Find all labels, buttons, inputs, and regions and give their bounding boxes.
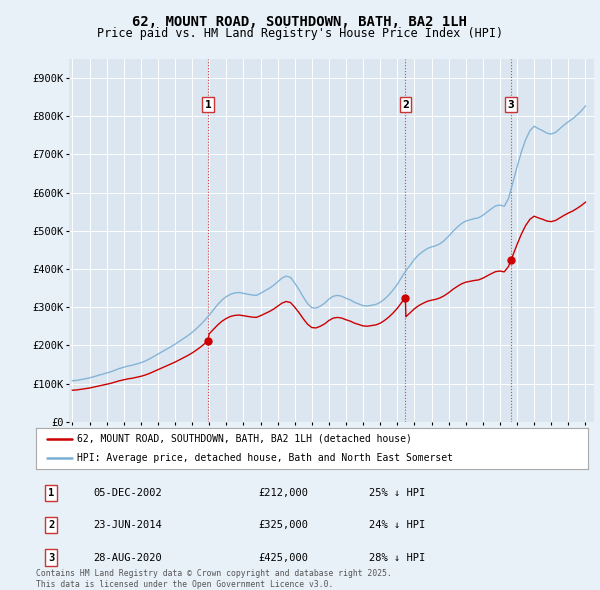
Text: £212,000: £212,000 <box>258 488 308 497</box>
Text: £425,000: £425,000 <box>258 553 308 562</box>
Text: £325,000: £325,000 <box>258 520 308 530</box>
Text: 3: 3 <box>508 100 515 110</box>
Text: 3: 3 <box>48 553 54 562</box>
Text: HPI: Average price, detached house, Bath and North East Somerset: HPI: Average price, detached house, Bath… <box>77 453 454 463</box>
Text: 1: 1 <box>48 488 54 497</box>
Text: 05-DEC-2002: 05-DEC-2002 <box>93 488 162 497</box>
Text: 2: 2 <box>48 520 54 530</box>
Text: 28-AUG-2020: 28-AUG-2020 <box>93 553 162 562</box>
Text: 2: 2 <box>402 100 409 110</box>
Text: 24% ↓ HPI: 24% ↓ HPI <box>369 520 425 530</box>
Text: 62, MOUNT ROAD, SOUTHDOWN, BATH, BA2 1LH: 62, MOUNT ROAD, SOUTHDOWN, BATH, BA2 1LH <box>133 15 467 29</box>
Text: Contains HM Land Registry data © Crown copyright and database right 2025.
This d: Contains HM Land Registry data © Crown c… <box>36 569 392 589</box>
Text: Price paid vs. HM Land Registry's House Price Index (HPI): Price paid vs. HM Land Registry's House … <box>97 27 503 40</box>
Text: 62, MOUNT ROAD, SOUTHDOWN, BATH, BA2 1LH (detached house): 62, MOUNT ROAD, SOUTHDOWN, BATH, BA2 1LH… <box>77 434 412 444</box>
Text: 25% ↓ HPI: 25% ↓ HPI <box>369 488 425 497</box>
Text: 23-JUN-2014: 23-JUN-2014 <box>93 520 162 530</box>
Text: 1: 1 <box>205 100 211 110</box>
Text: 28% ↓ HPI: 28% ↓ HPI <box>369 553 425 562</box>
